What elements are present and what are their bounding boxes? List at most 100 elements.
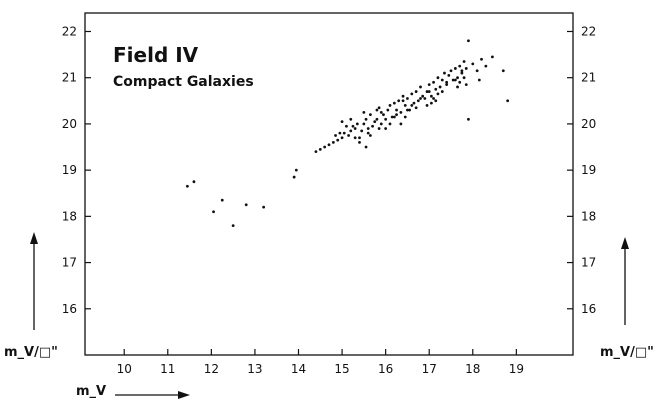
x-tick-label: 16 [378,362,393,376]
data-point [414,90,418,93]
data-point [425,90,429,93]
y-tick-label-right: 22 [581,24,596,38]
data-point [427,83,431,87]
data-point [342,131,346,135]
data-point [403,104,407,107]
data-point [364,117,368,121]
data-point [379,110,383,114]
data-point [340,136,344,140]
data-point [443,71,446,75]
data-point [392,101,396,105]
y-tick-label-left: 16 [62,302,77,316]
data-point [382,113,385,117]
data-point [366,131,370,135]
x-tick-label: 17 [422,362,437,376]
data-point [323,145,327,149]
data-point [406,97,409,100]
data-point [506,99,510,103]
data-point [392,115,396,119]
data-point [401,94,405,98]
data-point [388,122,392,126]
data-point [340,120,344,124]
data-point [347,134,351,137]
x-tick-label: 11 [160,362,175,376]
data-point [434,87,438,91]
data-point [375,108,379,112]
data-point [368,113,372,117]
data-point [244,203,248,207]
y-tick-label-right: 20 [581,117,596,131]
y-axis: 16 16 17 17 18 18 19 19 20 20 21 21 22 22 [62,24,597,315]
x-tick-label: 12 [204,362,219,376]
data-point [377,106,381,110]
y-axis-label-left: m_V/□" [4,345,58,360]
data-point [410,92,414,96]
data-point [480,57,483,61]
data-point [447,73,451,77]
x-axis-label-arrow [115,391,190,399]
data-point [436,76,440,80]
data-point [334,134,337,137]
data-point [501,69,505,73]
data-point [419,97,422,100]
y-tick-label-left: 20 [62,117,77,131]
data-point [362,110,366,114]
data-point [458,64,462,68]
data-point [458,80,462,84]
data-point [436,92,440,96]
data-point [440,78,444,82]
data-point [462,60,466,63]
data-point [399,122,403,126]
data-point [366,127,370,130]
data-point [440,90,444,93]
data-point [399,110,403,114]
data-point [395,113,398,117]
data-point [427,90,431,93]
data-point [416,99,420,103]
x-tick-label: 10 [117,362,132,376]
data-point [353,136,357,140]
data-point [464,83,468,87]
data-point [475,69,479,73]
data-point [462,76,466,80]
data-point [327,143,331,147]
data-point [425,104,429,107]
y-axis-label-right: m_V/□" [600,345,654,360]
data-point [397,99,401,103]
data-point [377,127,381,130]
data-point [388,104,392,107]
data-point [358,136,361,140]
data-point [451,78,455,82]
data-point [477,78,481,82]
x-axis: 10 11 12 13 14 15 16 17 18 19 [117,349,524,376]
data-point [445,80,449,84]
data-point [364,145,368,149]
y-tick-label-right: 21 [581,71,596,85]
data-point [390,115,394,119]
y-tick-label-right: 18 [581,209,596,223]
data-point [434,99,438,103]
data-point [336,138,340,142]
data-point [262,205,266,209]
data-point [456,85,459,89]
data-point [438,85,442,89]
data-point [467,117,470,121]
data-point [349,117,353,121]
data-point [464,67,468,70]
data-point [360,129,364,133]
y-tick-label-left: 17 [62,256,77,270]
data-point [401,99,405,103]
data-point [379,122,383,126]
y-tick-label-left: 22 [62,24,77,38]
data-point [192,180,196,184]
data-point [314,150,318,154]
chart-title: Field IV [113,43,199,67]
data-point [384,127,388,130]
data-point [429,94,433,98]
data-point [414,106,418,110]
data-point [460,69,464,73]
x-tick-label: 15 [334,362,349,376]
data-point [490,55,494,59]
x-tick-label: 19 [509,362,524,376]
